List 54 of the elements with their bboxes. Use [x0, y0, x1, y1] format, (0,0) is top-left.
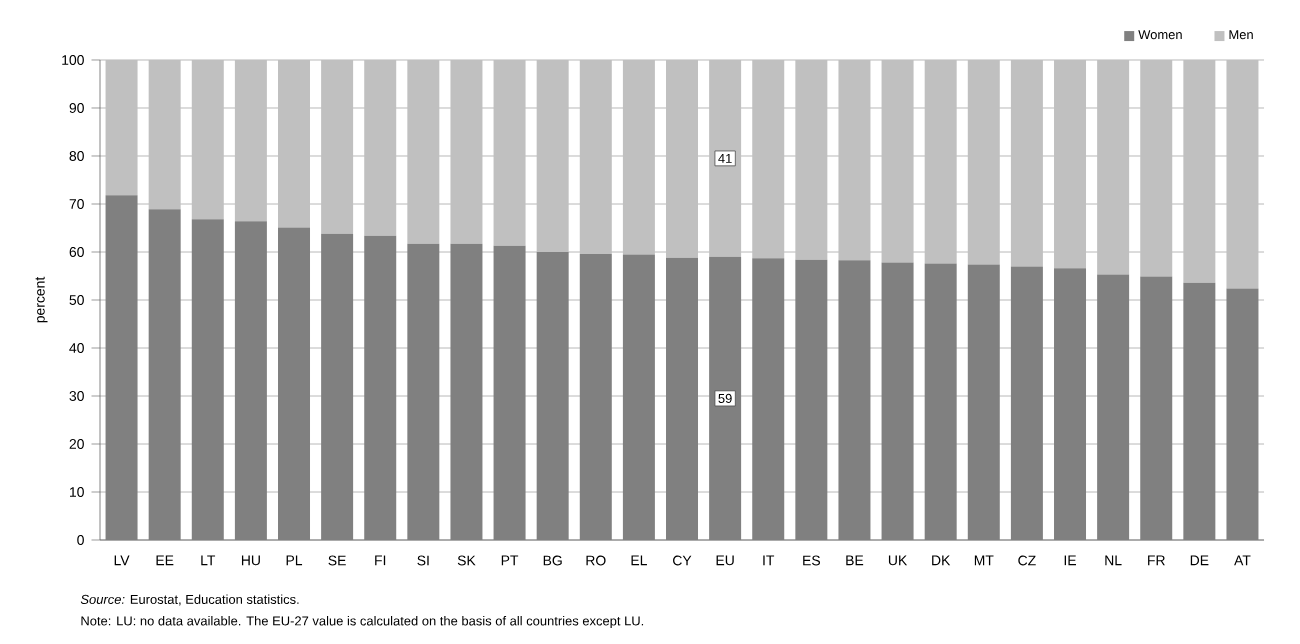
bar	[1183, 59, 1216, 283]
bar	[1183, 282, 1216, 540]
bar	[1010, 266, 1043, 540]
bar	[407, 243, 440, 540]
bar	[1010, 59, 1043, 267]
bar	[1140, 276, 1173, 540]
bar	[838, 59, 871, 261]
bar	[709, 256, 742, 540]
bar	[1140, 59, 1173, 277]
bar	[105, 59, 138, 196]
bar	[493, 245, 526, 540]
bar	[536, 252, 569, 540]
bar	[579, 59, 612, 254]
bar	[1226, 288, 1259, 540]
bar	[622, 59, 655, 255]
bar	[105, 195, 138, 540]
bar	[493, 59, 526, 246]
bar	[622, 254, 655, 540]
bar	[321, 59, 354, 234]
bar	[795, 259, 828, 540]
bar	[450, 59, 483, 244]
bar	[1097, 274, 1130, 540]
bar	[967, 264, 1000, 540]
bar	[752, 258, 785, 540]
bar	[1097, 59, 1130, 275]
bar	[450, 243, 483, 540]
bar	[364, 235, 397, 540]
bar	[924, 59, 957, 264]
bar	[666, 257, 699, 540]
bar	[666, 59, 699, 258]
bar	[191, 59, 224, 220]
bar	[234, 221, 267, 540]
bar	[278, 59, 311, 228]
bar	[364, 59, 397, 236]
bar	[924, 263, 957, 540]
bar	[191, 219, 224, 540]
bar	[881, 59, 914, 263]
bar	[536, 59, 569, 252]
bar	[967, 59, 1000, 265]
bar	[278, 227, 311, 540]
bar	[1054, 59, 1087, 269]
bar	[148, 59, 181, 210]
bar	[838, 260, 871, 540]
bar	[752, 59, 785, 259]
bar	[579, 253, 612, 540]
bar	[795, 59, 828, 260]
bar	[709, 59, 742, 257]
bar	[407, 59, 440, 244]
bar	[1054, 268, 1087, 540]
bar	[881, 262, 914, 540]
bar	[148, 209, 181, 540]
bar	[234, 59, 267, 222]
bar	[1226, 59, 1259, 289]
bar	[321, 233, 354, 540]
